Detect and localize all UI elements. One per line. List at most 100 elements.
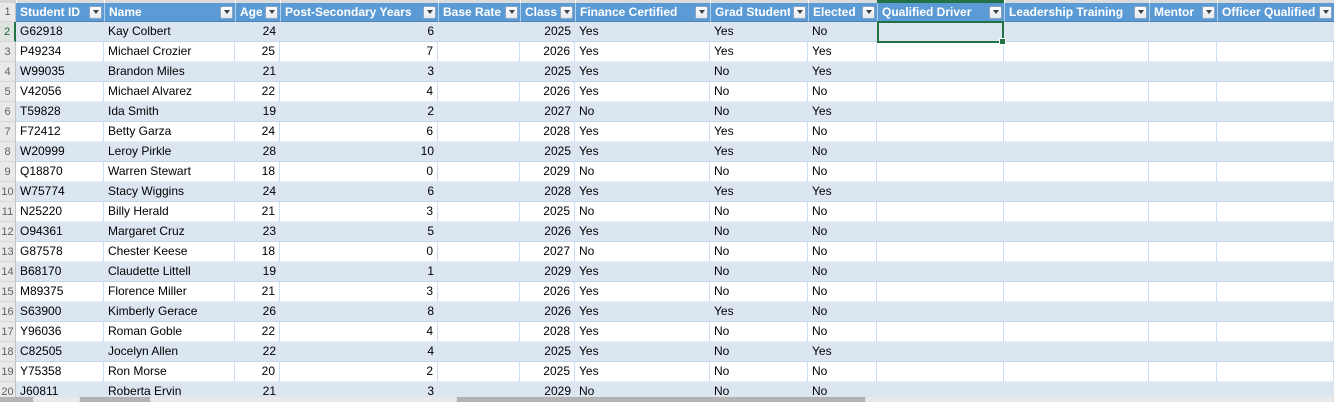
cell-name[interactable]: Jocelyn Allen <box>104 342 235 362</box>
cell-officer-qualified[interactable] <box>1217 42 1334 62</box>
cell-name[interactable]: Stacy Wiggins <box>104 182 235 202</box>
cell-officer-qualified[interactable] <box>1217 322 1334 342</box>
cell-student-id[interactable]: M89375 <box>16 282 104 302</box>
cell-student-id[interactable]: N25220 <box>16 202 104 222</box>
column-header-name[interactable]: Name <box>104 3 235 22</box>
column-letter-segment[interactable] <box>104 0 235 3</box>
cell-officer-qualified[interactable] <box>1217 262 1334 282</box>
cell-post-secondary-years[interactable]: 6 <box>280 122 438 142</box>
row-number[interactable]: 15 <box>0 282 16 302</box>
cell-class[interactable]: 2026 <box>520 222 575 242</box>
cell-post-secondary-years[interactable]: 3 <box>280 282 438 302</box>
cell-class[interactable]: 2027 <box>520 242 575 262</box>
cell-officer-qualified[interactable] <box>1217 202 1334 222</box>
cell-finance-certified[interactable]: Yes <box>575 62 710 82</box>
select-all-corner[interactable] <box>0 0 16 3</box>
filter-button[interactable] <box>1134 5 1147 19</box>
cell-student-id[interactable]: G87578 <box>16 242 104 262</box>
cell-class[interactable]: 2028 <box>520 322 575 342</box>
cell-student-id[interactable]: F72412 <box>16 122 104 142</box>
cell-qualified-driver[interactable] <box>877 202 1004 222</box>
cell-qualified-driver[interactable] <box>877 42 1004 62</box>
cell-name[interactable]: Betty Garza <box>104 122 235 142</box>
cell-class[interactable]: 2025 <box>520 362 575 382</box>
cell-class[interactable]: 2029 <box>520 262 575 282</box>
cell-post-secondary-years[interactable]: 0 <box>280 242 438 262</box>
row-number[interactable]: 2 <box>0 22 16 42</box>
cell-age[interactable]: 23 <box>235 222 280 242</box>
cell-qualified-driver[interactable] <box>877 342 1004 362</box>
cell-name[interactable]: Ida Smith <box>104 102 235 122</box>
cell-post-secondary-years[interactable]: 6 <box>280 182 438 202</box>
cell-name[interactable]: Florence Miller <box>104 282 235 302</box>
cell-qualified-driver[interactable] <box>877 22 1004 42</box>
cell-officer-qualified[interactable] <box>1217 102 1334 122</box>
cell-base-rate[interactable] <box>438 302 520 322</box>
cell-elected[interactable]: No <box>808 262 877 282</box>
column-letter-segment[interactable] <box>235 0 280 3</box>
cell-qualified-driver[interactable] <box>877 102 1004 122</box>
cell-qualified-driver[interactable] <box>877 262 1004 282</box>
cell-base-rate[interactable] <box>438 122 520 142</box>
cell-officer-qualified[interactable] <box>1217 222 1334 242</box>
cell-name[interactable]: Warren Stewart <box>104 162 235 182</box>
cell-officer-qualified[interactable] <box>1217 182 1334 202</box>
cell-age[interactable]: 20 <box>235 362 280 382</box>
cell-class[interactable]: 2027 <box>520 102 575 122</box>
column-header-qualified-driver[interactable]: Qualified Driver <box>877 3 1004 22</box>
filter-button[interactable] <box>220 5 233 19</box>
cell-base-rate[interactable] <box>438 62 520 82</box>
cell-officer-qualified[interactable] <box>1217 22 1334 42</box>
cell-mentor[interactable] <box>1149 262 1217 282</box>
cell-base-rate[interactable] <box>438 142 520 162</box>
cell-student-id[interactable]: S63900 <box>16 302 104 322</box>
cell-name[interactable]: Claudette Littell <box>104 262 235 282</box>
cell-officer-qualified[interactable] <box>1217 342 1334 362</box>
cell-elected[interactable]: No <box>808 362 877 382</box>
filter-button[interactable] <box>89 5 102 19</box>
cell-finance-certified[interactable]: Yes <box>575 142 710 162</box>
filter-button[interactable] <box>560 5 573 19</box>
cell-post-secondary-years[interactable]: 4 <box>280 82 438 102</box>
cell-class[interactable]: 2025 <box>520 202 575 222</box>
cell-age[interactable]: 24 <box>235 182 280 202</box>
cell-mentor[interactable] <box>1149 62 1217 82</box>
cell-elected[interactable]: No <box>808 242 877 262</box>
cell-age[interactable]: 24 <box>235 22 280 42</box>
cell-name[interactable]: Kay Colbert <box>104 22 235 42</box>
cell-age[interactable]: 18 <box>235 162 280 182</box>
filter-button[interactable] <box>1319 5 1332 19</box>
cell-name[interactable]: Margaret Cruz <box>104 222 235 242</box>
cell-elected[interactable]: Yes <box>808 62 877 82</box>
column-header-leadership-training[interactable]: Leadership Training <box>1004 3 1149 22</box>
cell-name[interactable]: Ron Morse <box>104 362 235 382</box>
cell-age[interactable]: 24 <box>235 122 280 142</box>
cell-officer-qualified[interactable] <box>1217 242 1334 262</box>
row-number[interactable]: 12 <box>0 222 16 242</box>
cell-base-rate[interactable] <box>438 162 520 182</box>
row-number[interactable]: 11 <box>0 202 16 222</box>
cell-base-rate[interactable] <box>438 202 520 222</box>
cell-name[interactable]: Michael Crozier <box>104 42 235 62</box>
cell-elected[interactable]: No <box>808 162 877 182</box>
cell-grad-student[interactable]: No <box>710 222 808 242</box>
cell-officer-qualified[interactable] <box>1217 302 1334 322</box>
filter-button[interactable] <box>505 5 518 19</box>
cell-class[interactable]: 2028 <box>520 122 575 142</box>
cell-leadership-training[interactable] <box>1004 302 1149 322</box>
cell-student-id[interactable]: W20999 <box>16 142 104 162</box>
cell-grad-student[interactable]: No <box>710 202 808 222</box>
cell-class[interactable]: 2025 <box>520 22 575 42</box>
cell-leadership-training[interactable] <box>1004 162 1149 182</box>
cell-qualified-driver[interactable] <box>877 82 1004 102</box>
row-number[interactable]: 16 <box>0 302 16 322</box>
cell-age[interactable]: 28 <box>235 142 280 162</box>
cell-student-id[interactable]: W99035 <box>16 62 104 82</box>
column-letter-segment[interactable] <box>575 0 710 3</box>
cell-mentor[interactable] <box>1149 362 1217 382</box>
cell-leadership-training[interactable] <box>1004 202 1149 222</box>
cell-mentor[interactable] <box>1149 322 1217 342</box>
cell-mentor[interactable] <box>1149 302 1217 322</box>
cell-leadership-training[interactable] <box>1004 62 1149 82</box>
row-number[interactable]: 5 <box>0 82 16 102</box>
